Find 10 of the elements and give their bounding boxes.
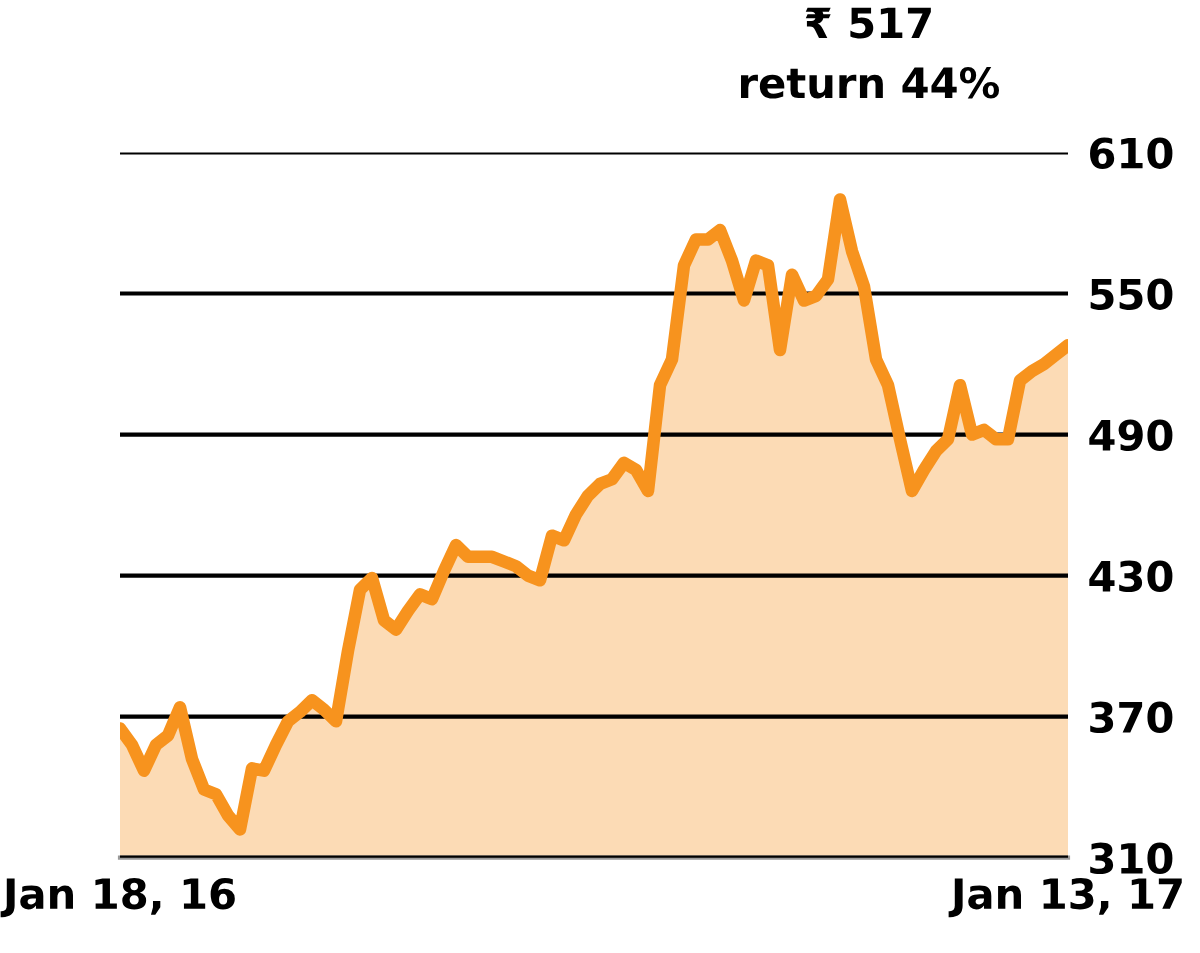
text: return 44%: [741, 67, 1000, 99]
y-tick-label: 550: [1090, 278, 1173, 310]
text: ₹ 517: [805, 7, 931, 39]
y-tick-label: 430: [1089, 560, 1173, 593]
x-tick-label: Jan 18, 16: [0, 877, 235, 918]
y-tick-label: 490: [1089, 419, 1173, 451]
y-tick-label: 310: [1090, 842, 1173, 875]
x-tick-label: Jan 13, 17: [948, 877, 1182, 918]
y-tick-label: 610: [1090, 137, 1173, 169]
y-tick-label: 370: [1090, 701, 1173, 734]
